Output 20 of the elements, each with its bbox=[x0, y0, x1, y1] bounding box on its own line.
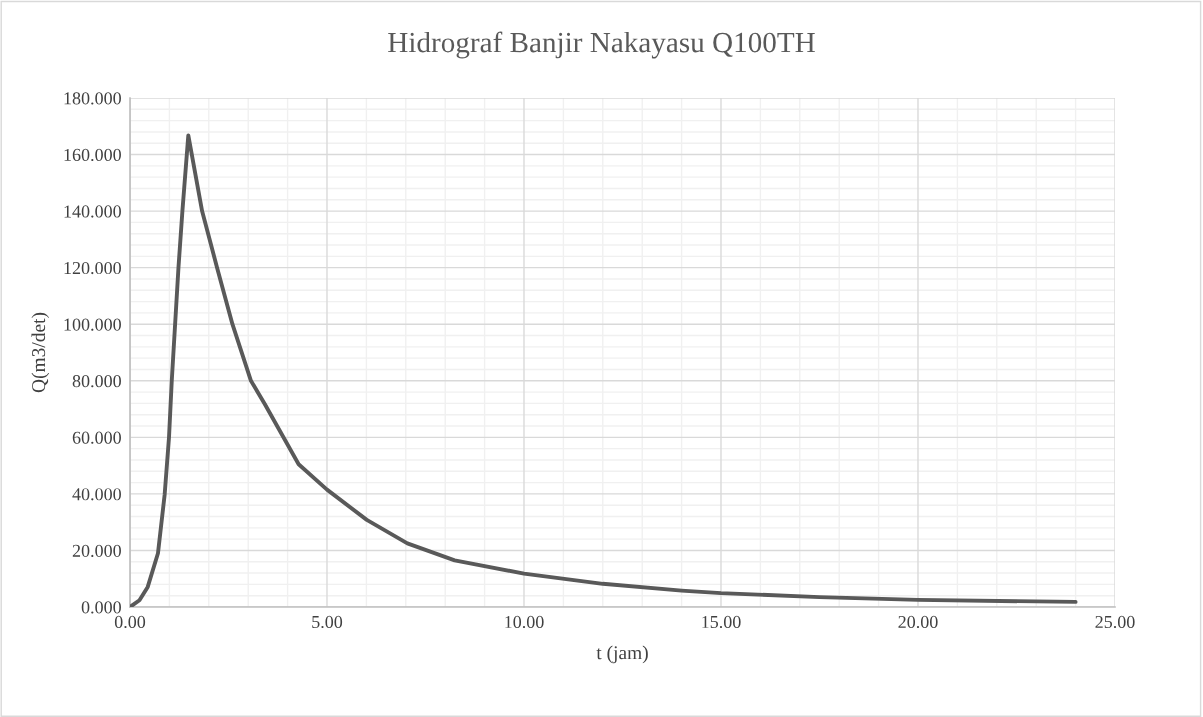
x-tick-label: 20.00 bbox=[898, 615, 938, 629]
y-tick-label: 80.000 bbox=[72, 375, 121, 388]
x-tick-label: 15.00 bbox=[702, 615, 741, 629]
x-tick-label: 25.00 bbox=[1095, 615, 1135, 629]
y-tick-label: 40.000 bbox=[72, 488, 121, 501]
x-tick-label: 0.00 bbox=[114, 615, 146, 629]
y-tick-label: 140.000 bbox=[64, 205, 121, 218]
y-tick-label: 100.000 bbox=[64, 318, 121, 331]
x-tick-label: 5.00 bbox=[312, 615, 343, 629]
line-series bbox=[130, 133, 1078, 607]
y-tick-label: 180.000 bbox=[64, 92, 121, 105]
y-tick-label: 20.000 bbox=[72, 544, 121, 557]
chart-title: Hidrograf Banjir Nakayasu Q100TH bbox=[388, 31, 815, 59]
y-axis-title: Q(m3/det) bbox=[31, 312, 50, 393]
y-tick-label: 120.000 bbox=[64, 261, 121, 275]
y-tick-label: 0.000 bbox=[81, 601, 121, 614]
y-tick-label: 60.000 bbox=[72, 431, 121, 444]
x-axis-title: t (jam) bbox=[596, 645, 648, 664]
x-tick-label: 10.00 bbox=[505, 615, 544, 629]
y-tick-label: 160.000 bbox=[64, 148, 121, 162]
